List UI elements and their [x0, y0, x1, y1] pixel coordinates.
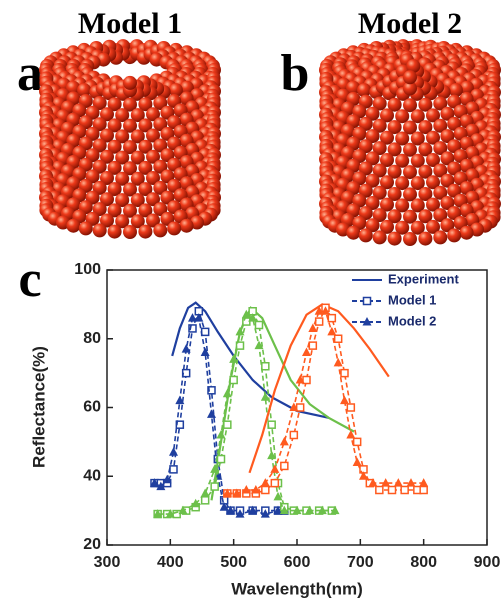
y-tick-label: 100 [74, 261, 101, 278]
marker-triangle [207, 409, 216, 418]
marker-triangle [394, 478, 403, 487]
figure: Model 1 a Model 2 b c Wavelength(nm) Ref… [0, 0, 503, 601]
marker-triangle [270, 464, 279, 473]
marker-square [202, 497, 209, 504]
sphere [460, 226, 474, 240]
sphere-models [39, 39, 501, 246]
marker-square [271, 480, 278, 487]
y-axis-label: Reflectance(%) [29, 346, 48, 468]
x-tick-label: 400 [157, 554, 184, 571]
marker-square [341, 370, 348, 377]
panel-title: Model 2 [358, 7, 462, 40]
legend-label: Model 1 [388, 292, 436, 307]
marker-square [202, 328, 209, 335]
x-tick-label: 800 [410, 554, 437, 571]
legend-label: Experiment [388, 271, 459, 286]
marker-square [218, 456, 225, 463]
marker-square [262, 363, 269, 370]
sphere [447, 228, 461, 242]
sphere [167, 221, 181, 235]
y-tick-label: 60 [83, 399, 101, 416]
marker-triangle [334, 358, 343, 367]
marker-triangle [280, 437, 289, 446]
marker-triangle [340, 396, 349, 405]
x-axis-label: Wavelength(nm) [231, 579, 363, 598]
sphere [123, 225, 137, 239]
marker-square [335, 335, 342, 342]
panel-title: Model 1 [78, 7, 182, 40]
sphere [346, 226, 360, 240]
panel-label: a [17, 45, 43, 102]
marker-square [262, 487, 269, 494]
marker-triangle [217, 430, 226, 439]
sphere [138, 225, 152, 239]
sphere [153, 223, 167, 237]
marker-square [170, 466, 177, 473]
sphere [403, 70, 417, 84]
x-tick-label: 600 [284, 554, 311, 571]
sphere [418, 232, 432, 246]
sphere [108, 225, 122, 239]
marker-triangle [353, 458, 362, 467]
marker-triangle [201, 488, 210, 497]
sphere [433, 230, 447, 244]
marker-square [224, 421, 231, 428]
legend-marker [364, 298, 371, 305]
marker-square [230, 377, 237, 384]
marker-square [420, 487, 427, 494]
x-tick-label: 500 [220, 554, 247, 571]
panel-label: c [18, 251, 41, 308]
marker-triangle [201, 348, 210, 357]
sphere [403, 232, 417, 246]
sphere [79, 221, 93, 235]
x-tick-label: 900 [474, 554, 501, 571]
marker-square [354, 438, 361, 445]
sphere [93, 223, 107, 237]
y-tick-label: 40 [83, 467, 101, 484]
marker-square [389, 487, 396, 494]
y-tick-label: 80 [83, 330, 101, 347]
marker-square [376, 487, 383, 494]
sphere [388, 232, 402, 246]
marker-square [328, 315, 335, 322]
marker-square [290, 432, 297, 439]
marker-triangle [261, 478, 270, 487]
sphere [123, 76, 137, 90]
marker-square [401, 487, 408, 494]
x-tick-label: 700 [347, 554, 374, 571]
panel-label: b [281, 45, 310, 102]
sphere [359, 228, 373, 242]
marker-square [211, 483, 218, 490]
sphere [373, 230, 387, 244]
x-tick-label: 300 [94, 554, 121, 571]
series-line [227, 308, 423, 494]
marker-square [281, 462, 288, 469]
legend-label: Model 2 [388, 313, 436, 328]
marker-square [316, 318, 323, 325]
marker-square [256, 322, 263, 329]
sphere [180, 219, 194, 233]
sphere [66, 219, 80, 233]
marker-square [347, 404, 354, 411]
marker-triangle [223, 389, 232, 398]
marker-square [309, 342, 316, 349]
y-tick-label: 20 [83, 536, 101, 553]
